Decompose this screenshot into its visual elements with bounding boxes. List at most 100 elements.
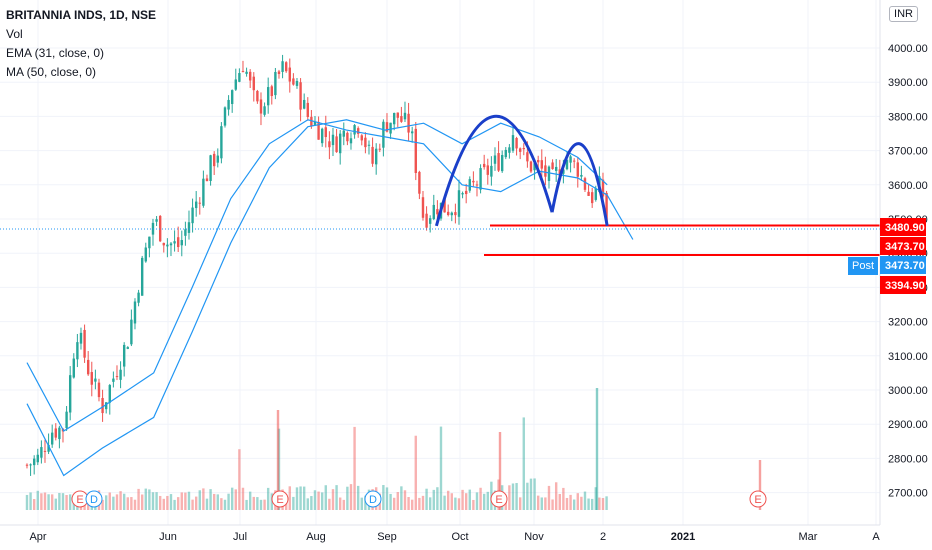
volume-spike [498, 432, 502, 510]
candle-body [536, 159, 540, 163]
volume-bar [140, 494, 144, 510]
candle-body [457, 190, 461, 217]
volume-bar [461, 489, 464, 510]
time-axis[interactable]: Apr Jun Jul Aug Sep Oct Nov 2 2021 Mar A [29, 531, 880, 543]
volume-bar [335, 485, 338, 510]
price-tag-label: 3394.90 [885, 280, 925, 292]
y-tick-label: 3100.00 [888, 351, 928, 363]
volume-bar [25, 494, 29, 510]
candle-body [490, 165, 493, 177]
legend-ema[interactable]: EMA (31, close, 0) [6, 46, 105, 60]
volume-bar [360, 497, 363, 510]
candle-body [475, 184, 479, 186]
candle-body [360, 135, 363, 141]
y-tick-label: 3600.00 [888, 180, 928, 192]
volume-bar [68, 494, 72, 510]
volume-bar [511, 483, 515, 510]
volume-bar [144, 488, 147, 510]
candle-body [198, 202, 201, 204]
candle-body [400, 116, 403, 122]
y-tick-label: 3700.00 [888, 146, 928, 158]
volume-bar [299, 486, 302, 510]
legend-symbol[interactable]: BRITANNIA INDS, 1D, NSE [6, 8, 157, 22]
volume-bar [169, 494, 173, 510]
price-tag [880, 218, 926, 236]
candle-body [306, 102, 309, 118]
volume-bar [515, 483, 518, 510]
candle-body [108, 385, 111, 403]
candle-body [583, 178, 587, 190]
volume-bar [263, 499, 266, 510]
candle-body [587, 191, 590, 196]
volume-bar [443, 495, 446, 510]
candle-body [209, 155, 212, 181]
volume-bar [29, 492, 32, 510]
candle-body [446, 211, 450, 215]
volume-bar [518, 497, 522, 510]
volume-bar [349, 484, 353, 510]
volume-bar [310, 496, 313, 510]
candle-body [97, 382, 101, 398]
candle-body [259, 99, 263, 114]
volume-bar [464, 493, 468, 510]
currency-label[interactable]: INR [889, 6, 918, 22]
volume-bar [590, 498, 594, 510]
volume-bar [324, 485, 327, 510]
volume-bar [410, 499, 414, 510]
candle-body [547, 166, 551, 181]
volume-bar [479, 487, 482, 510]
candle-body [497, 153, 500, 171]
volume-bar [432, 489, 435, 510]
y-tick-label: 3200.00 [888, 317, 928, 329]
candle-body [295, 80, 299, 86]
candle-body [544, 165, 547, 177]
x-tick-label: Mar [799, 531, 818, 543]
legend-ma[interactable]: MA (50, close, 0) [6, 65, 97, 79]
volume-bar [32, 499, 36, 510]
volume-bar [547, 485, 551, 510]
volume-bar [601, 498, 605, 510]
candle-body [194, 201, 198, 209]
candle-body [605, 192, 608, 224]
volume-bar [576, 493, 579, 510]
volume-bar [194, 496, 198, 510]
x-tick-label: Aug [306, 531, 326, 543]
candle-body [284, 62, 288, 72]
dividend-marker [364, 490, 382, 508]
event-marker-label: D [369, 494, 377, 506]
volume-bar [256, 497, 259, 510]
volume-bar [454, 497, 457, 510]
candle-body [385, 122, 389, 132]
volume-bar [238, 449, 241, 510]
candle-body [479, 168, 482, 190]
volume-bar [472, 499, 475, 510]
candle-body [252, 76, 255, 91]
candle-body [36, 454, 39, 463]
candle-body [68, 375, 72, 413]
candle-body [529, 161, 533, 172]
candle-body [238, 73, 241, 82]
candle-body [310, 116, 313, 127]
volume-bar [562, 487, 565, 510]
volume-bar [184, 492, 187, 510]
volume-bar [54, 498, 57, 510]
event-marker-label: E [754, 494, 761, 506]
volume-bar [436, 487, 439, 510]
x-tick-label: Apr [29, 531, 46, 543]
candle-body [508, 147, 511, 153]
volume-bar [320, 492, 324, 510]
ma-50-line [26, 119, 608, 477]
legend-vol[interactable]: Vol [6, 27, 23, 41]
candle-body [554, 166, 558, 171]
volume-bar [36, 490, 39, 510]
candle-body [396, 112, 399, 118]
candle-body [227, 99, 230, 110]
volume-bar [119, 491, 122, 510]
volume-bar [569, 494, 572, 510]
candle-body [274, 71, 277, 96]
volume-bar [364, 495, 367, 510]
volume-bar [594, 487, 597, 510]
x-tick-label: Jun [159, 531, 177, 543]
candle-body [349, 138, 353, 144]
